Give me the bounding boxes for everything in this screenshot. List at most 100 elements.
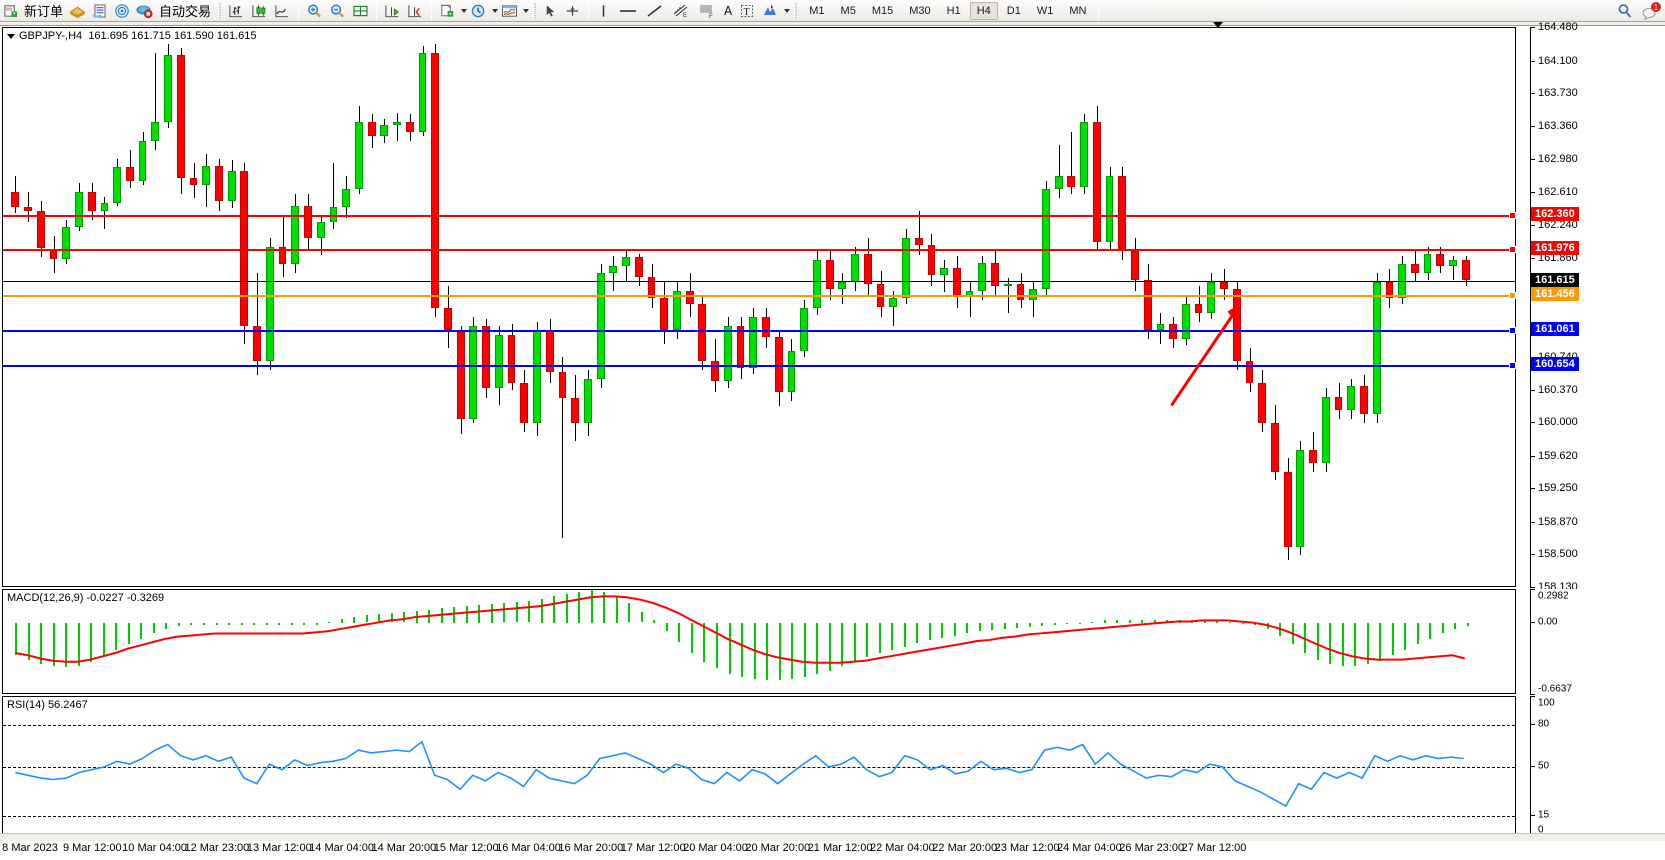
chart-shift-icon[interactable] [404,1,427,21]
horizontal-line-icon[interactable] [614,1,642,21]
price-tick-label: 163.730 [1538,87,1578,99]
candlestick-chart-icon[interactable] [248,1,271,21]
macd-tick-label: 0.00 [1538,616,1557,627]
period-clock-icon[interactable] [467,1,490,21]
price-tick-label: 159.250 [1538,482,1578,494]
toolbar-underline [0,22,1665,26]
price-badge-support[interactable]: 161.061 [1531,322,1579,336]
macd-axis-rule [1530,589,1531,694]
price-tick [1530,61,1535,62]
time-tick-label: 20 Mar 04:00 [683,842,748,854]
arrows-icon[interactable] [758,1,782,21]
time-tick-label: 16 Mar 04:00 [496,842,561,854]
price-tick [1530,192,1535,193]
timeframe-h1[interactable]: H1 [940,2,968,20]
expert-advisor-icon[interactable] [66,1,89,21]
price-badge-resistance[interactable]: 162.360 [1531,207,1579,221]
price-tick [1530,554,1535,555]
zoom-in-icon[interactable] [303,1,326,21]
toolbar-grip-3[interactable] [794,3,797,19]
text-tool-icon[interactable]: A [720,1,736,21]
navigator-icon[interactable] [111,1,133,21]
template-icon[interactable] [498,1,521,21]
time-tick-label: 13 Mar 12:00 [247,842,312,854]
toolbar-grip-1[interactable] [218,3,221,19]
new-chart-icon[interactable] [436,1,459,21]
crosshair-icon[interactable] [561,1,584,21]
rsi-tick-label: 15 [1538,810,1549,821]
timeframe-mn[interactable]: MN [1062,2,1093,20]
price-tick [1530,522,1535,523]
search-icon[interactable] [1613,1,1637,21]
time-tick-label: 16 Mar 20:00 [558,842,623,854]
auto-trading-icon[interactable] [133,1,156,21]
toolbar-grip-2[interactable] [533,3,536,19]
rsi-tick [1530,696,1535,697]
price-badge-resistance[interactable]: 161.976 [1531,241,1579,255]
macd-pane[interactable]: MACD(12,26,9) -0.0227 -0.3269 [2,589,1516,694]
time-tick-label: 12 Mar 23:00 [184,842,249,854]
price-pane[interactable]: GBPJPY-,H4 161.695 161.715 161.590 161.6… [2,27,1516,587]
timeframe-w1[interactable]: W1 [1030,2,1061,20]
price-tick [1530,126,1535,127]
rsi-pane[interactable]: RSI(14) 56.2467 [2,696,1516,836]
macd-tick-label: -0.6637 [1538,684,1572,695]
timeframe-m15[interactable]: M15 [865,2,900,20]
symbol-collapse-icon[interactable] [7,34,15,39]
price-badge-last-price[interactable]: 161.615 [1531,273,1579,287]
vertical-line-icon[interactable] [593,1,614,21]
time-tick-label: 22 Mar 04:00 [870,842,935,854]
price-badge-bid[interactable]: 161.456 [1531,287,1579,301]
new-order-icon[interactable] [0,1,21,21]
price-tick [1530,258,1535,259]
price-tick-label: 164.100 [1538,55,1578,67]
line-chart-icon[interactable] [271,1,294,21]
data-grid-icon[interactable] [349,1,372,21]
trend-arrow[interactable] [3,28,1515,587]
time-tick-label: 9 Mar 12:00 [63,842,122,854]
time-tick-label: 20 Mar 20:00 [745,842,810,854]
rsi-tick-label: 50 [1538,761,1549,772]
time-tick-label: 21 Mar 12:00 [808,842,873,854]
time-tick-label: 14 Mar 20:00 [371,842,436,854]
bar-chart-icon[interactable] [225,1,248,21]
toolbar-separator-3 [431,2,432,20]
fibonacci-icon[interactable]: F [694,1,720,21]
price-tick [1530,390,1535,391]
auto-trading-label[interactable]: 自动交易 [156,1,214,20]
timeframe-m30[interactable]: M30 [902,2,937,20]
data-window-icon[interactable] [89,1,111,21]
rsi-tick [1530,724,1535,725]
auto-scroll-icon[interactable] [381,1,404,21]
price-tick-label: 163.360 [1538,120,1578,132]
macd-tick [1530,622,1535,623]
rsi-tick [1530,815,1535,816]
notifications-icon[interactable]: 1 [1637,1,1665,21]
rsi-line [3,697,1515,837]
equidistant-channel-icon[interactable]: E [668,1,694,21]
price-axis-rule [1530,27,1531,587]
text-label-icon[interactable]: T [736,1,758,21]
chart-dropdown-arrow-icon[interactable] [1213,22,1223,28]
macd-tick-label: 0.2982 [1538,591,1569,602]
cursor-icon[interactable] [540,1,561,21]
timeframe-m5[interactable]: M5 [834,2,863,20]
chart-area[interactable]: GBPJPY-,H4 161.695 161.715 161.590 161.6… [0,27,1665,841]
timeframe-h4[interactable]: H4 [970,2,998,20]
symbol-ohlc: 161.695 161.715 161.590 161.615 [88,30,256,42]
price-tick [1530,27,1535,28]
timeframe-m1[interactable]: M1 [802,2,831,20]
new-order-label[interactable]: 新订单 [21,1,66,20]
timeframe-d1[interactable]: D1 [1000,2,1028,20]
macd-axis[interactable]: 0.2982 0.00 -0.6637 [1516,589,1665,694]
rsi-tick [1530,766,1535,767]
arrows-dropdown-caret[interactable] [784,9,790,13]
price-badge-support[interactable]: 160.654 [1531,357,1579,371]
rsi-series [3,697,1515,835]
macd-tick [1530,694,1535,695]
template-dropdown-caret[interactable] [523,9,529,13]
zoom-out-icon[interactable] [326,1,349,21]
trendline-icon[interactable] [642,1,668,21]
